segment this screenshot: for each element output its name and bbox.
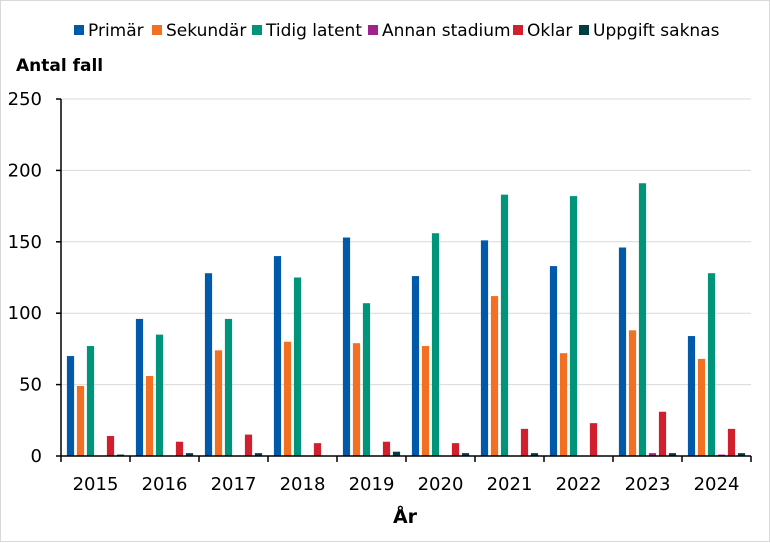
legend-swatch [152,25,162,35]
bar [411,276,420,456]
legend-swatch [252,25,262,35]
bar [648,453,657,456]
bar [273,256,282,456]
y-tick-labels: 0 50 100 150 200 250 [8,89,42,467]
bar [86,346,95,456]
bar [204,273,213,456]
y-tick-label: 100 [8,303,42,324]
bar [382,441,391,456]
x-tick-label: 2023 [625,474,671,495]
x-axis-label: År [393,504,418,528]
axes [56,98,752,462]
bar [500,194,509,456]
bar [145,376,154,456]
bar [697,358,706,456]
bar [342,237,351,456]
y-tick-label: 200 [8,160,42,181]
bar [451,443,460,456]
bar [461,453,470,456]
legend-swatch [579,25,589,35]
y-tick-label: 150 [8,232,42,253]
bar [421,346,430,456]
y-axis-label: Antal fall [16,56,103,76]
bar [687,336,696,456]
bar [431,233,440,456]
bar [106,436,115,456]
y-tick-label: 250 [8,89,42,110]
x-tick-labels: 2015 2016 2017 2018 2019 2020 2021 2022 2023 2024 [73,474,740,495]
legend: Primär Sekundär Tidig latent Annan stadium O… [74,21,720,41]
bar [352,343,361,456]
bar [589,423,598,456]
bar [244,434,253,456]
bar [224,318,233,456]
bar [559,353,568,456]
bar [392,451,401,456]
x-tick-label: 2016 [142,474,188,495]
y-tick-label: 0 [31,446,42,467]
legend-label: Sekundär [166,21,246,41]
bar [707,273,716,456]
x-tick-label: 2015 [73,474,119,495]
y-tick-label: 50 [19,375,42,396]
x-tick-label: 2021 [487,474,533,495]
bar [185,453,194,456]
legend-label: Oklar [527,21,572,41]
bar [283,341,292,456]
x-tick-label: 2024 [694,474,740,495]
bar [362,303,371,456]
bar [668,453,677,456]
x-tick-label: 2019 [349,474,395,495]
bar [480,240,489,456]
legend-label: Uppgift saknas [593,21,720,41]
bar [293,277,302,456]
bar [530,453,539,456]
bar [549,266,558,456]
legend-swatch [74,25,84,35]
bars [66,183,746,456]
legend-label: Tidig latent [265,21,362,41]
x-tick-label: 2020 [418,474,464,495]
bar [490,296,499,456]
gridlines [61,98,751,386]
bar [135,318,144,456]
bar [66,356,75,456]
bar [618,247,627,456]
bar [737,453,746,456]
legend-label: Primär [88,21,144,41]
bar [214,350,223,456]
bar [155,334,164,456]
bar [76,386,85,456]
x-tick-label: 2017 [211,474,257,495]
x-tick-label: 2022 [556,474,602,495]
bar [254,453,263,456]
bar [658,411,667,456]
bar [175,441,184,456]
bar [628,330,637,456]
bar [638,183,647,456]
bar [569,196,578,456]
legend-label: Annan stadium [382,21,511,41]
bar [727,428,736,456]
legend-swatch [368,25,378,35]
bar [520,428,529,456]
legend-swatch [513,25,523,35]
x-tick-label: 2018 [280,474,326,495]
bar [313,443,322,456]
